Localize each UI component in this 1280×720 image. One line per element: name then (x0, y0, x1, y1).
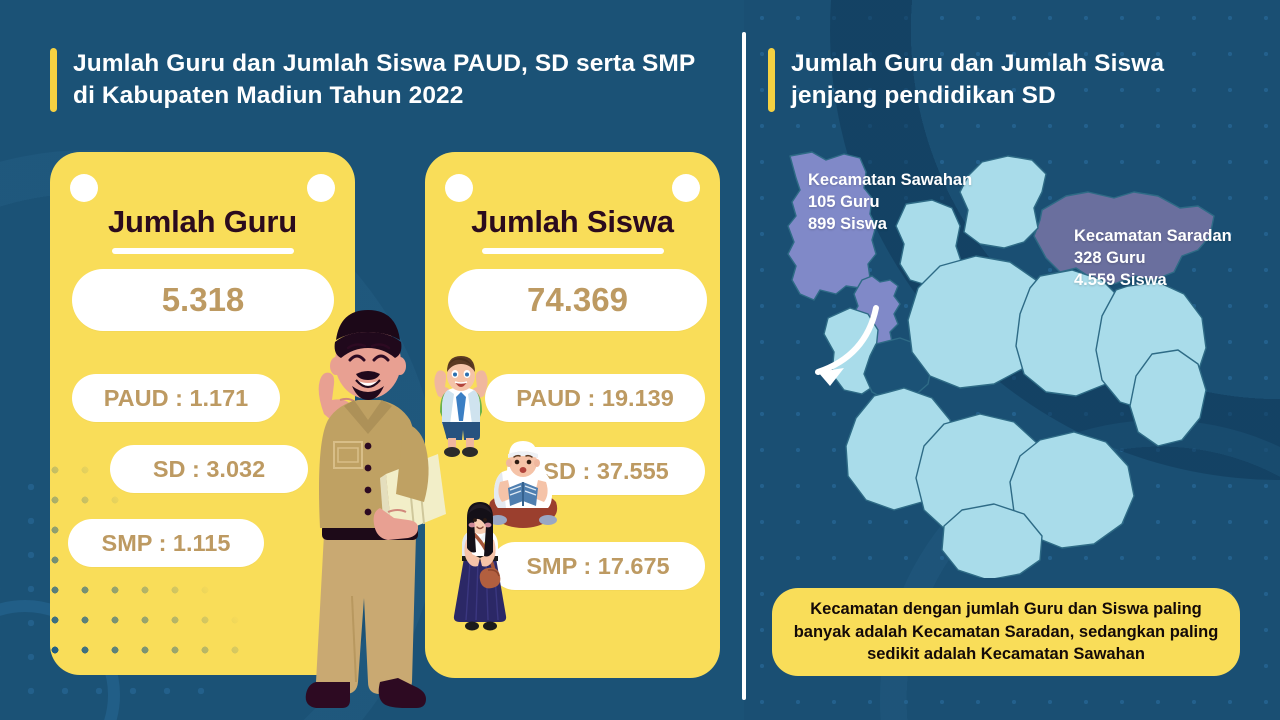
map-region-south-east (1009, 431, 1135, 549)
heading-underline (482, 248, 664, 254)
guru-smp-value: SMP : 1.115 (68, 519, 264, 567)
panel-divider (742, 32, 746, 700)
siswa-smp-value: SMP : 17.675 (491, 542, 705, 590)
punch-hole-left-icon (70, 174, 98, 202)
map-label-saradan: Kecamatan Saradan 328 Guru 4.559 Siswa (1074, 227, 1232, 289)
guru-sd-value: SD : 3.032 (110, 445, 308, 493)
girl-student-illustration (453, 502, 507, 631)
punch-hole-right-icon (307, 174, 335, 202)
left-panel-title: Jumlah Guru dan Jumlah Siswa PAUD, SD se… (50, 48, 710, 112)
siswa-total-value: 74.369 (448, 269, 707, 331)
map-region-north-central (959, 155, 1047, 249)
card-heading-guru: Jumlah Guru (108, 204, 297, 239)
map-region-sawahan-inset (787, 151, 877, 301)
punch-hole-left-icon (445, 174, 473, 202)
map-region-east-edge (1129, 349, 1207, 447)
teacher-illustration (305, 310, 446, 708)
map-region-central (907, 255, 1047, 389)
map-label-sawahan: Kecamatan Sawahan 105 Guru 899 Siswa (808, 171, 973, 233)
heading-underline (112, 248, 294, 254)
right-panel-title: Jumlah Guru dan Jumlah Siswa jenjang pen… (768, 48, 1238, 112)
boy-student-illustration (434, 356, 488, 457)
map-region-south-tip (941, 503, 1043, 581)
left-panel-title-text: Jumlah Guru dan Jumlah Siswa PAUD, SD se… (73, 50, 695, 109)
guru-paud-value: PAUD : 1.171 (72, 374, 280, 422)
siswa-paud-value: PAUD : 19.139 (485, 374, 705, 422)
map-region-saradan (1033, 191, 1215, 285)
map-svg (787, 151, 1215, 581)
punch-hole-right-icon (672, 174, 700, 202)
map-caption-text: Kecamatan dengan jumlah Guru dan Siswa p… (793, 599, 1219, 664)
quran-student-illustration (488, 441, 558, 528)
title-accent-bar (50, 48, 57, 112)
right-panel-title-text: Jumlah Guru dan Jumlah Siswa jenjang pen… (791, 50, 1165, 109)
map-caption-box: Kecamatan dengan jumlah Guru dan Siswa p… (772, 588, 1240, 676)
card-heading-siswa: Jumlah Siswa (471, 204, 674, 239)
map-callout-arrow (815, 305, 879, 386)
madiun-district-map: Kecamatan Sawahan 105 Guru 899 Siswa Kec… (756, 148, 1268, 581)
title-accent-bar (768, 48, 775, 112)
guru-total-value: 5.318 (72, 269, 334, 331)
